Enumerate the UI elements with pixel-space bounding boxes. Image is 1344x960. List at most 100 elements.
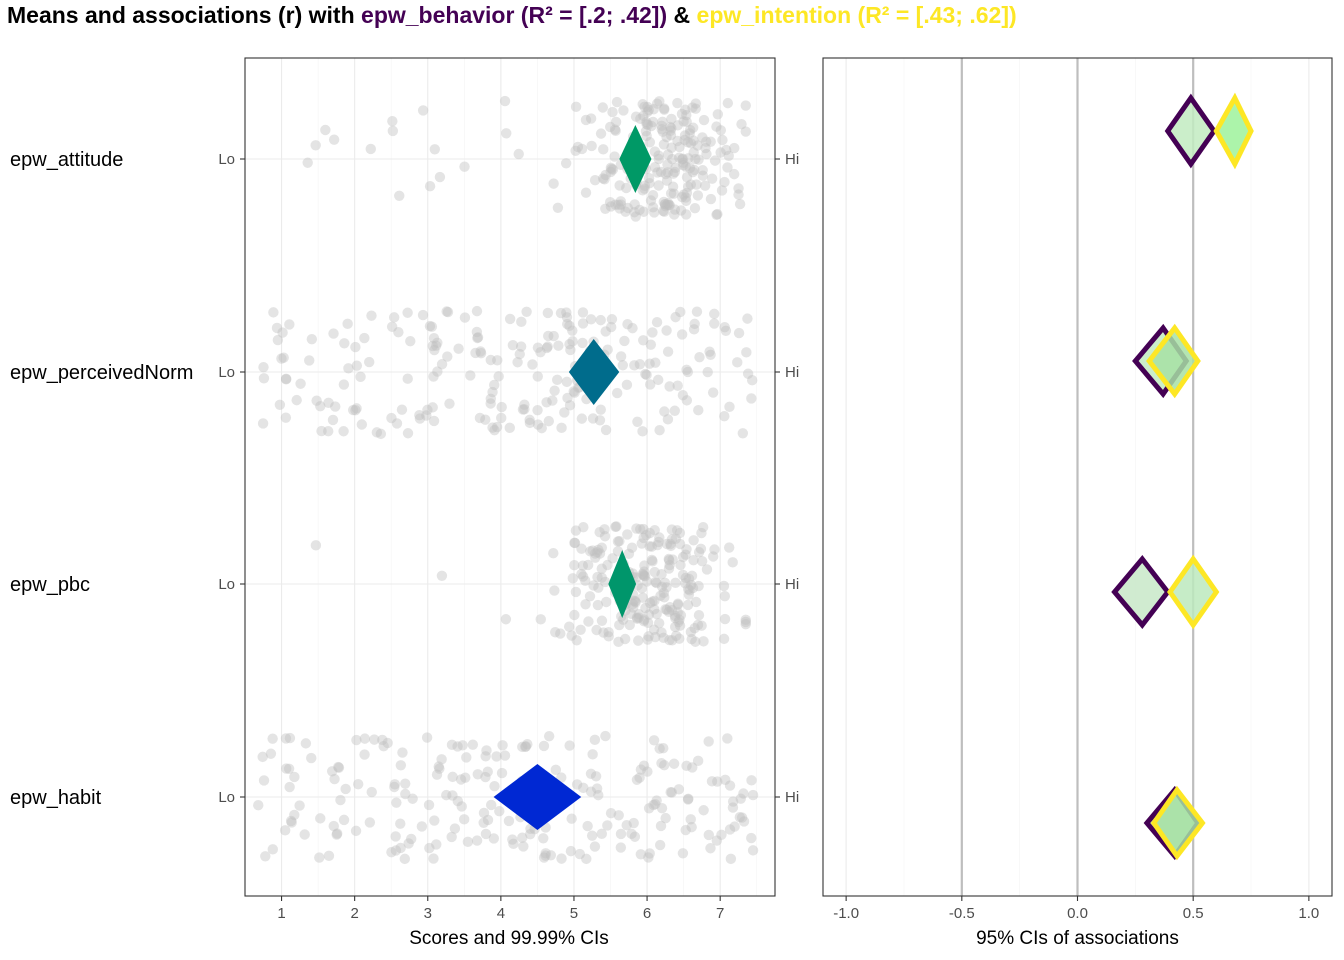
raw-data-point [663, 606, 674, 617]
raw-data-point [667, 181, 679, 192]
raw-data-point [680, 192, 691, 203]
raw-data-point [604, 196, 616, 208]
raw-data-point [350, 825, 362, 837]
raw-data-point [668, 758, 680, 769]
raw-data-point [642, 617, 654, 628]
raw-data-point [735, 793, 746, 804]
lo-anchor-label: Lo [218, 576, 235, 593]
raw-data-point [698, 114, 710, 126]
raw-data-point [664, 559, 675, 571]
raw-data-point [680, 578, 691, 589]
raw-data-point [556, 853, 567, 864]
raw-data-point [642, 101, 653, 113]
raw-data-point [496, 767, 508, 779]
raw-data-point [586, 140, 597, 152]
raw-data-point [681, 172, 693, 183]
raw-data-point [615, 196, 627, 207]
raw-data-point [593, 582, 604, 593]
raw-data-point [390, 845, 402, 856]
raw-data-point [596, 572, 608, 583]
raw-data-point [532, 419, 544, 430]
raw-data-point [635, 849, 647, 860]
raw-data-point [701, 564, 713, 575]
raw-data-point [271, 322, 283, 334]
raw-data-point [667, 554, 678, 565]
raw-data-point [532, 404, 543, 416]
raw-data-point [651, 98, 663, 109]
raw-data-point [475, 347, 487, 359]
raw-data-point [279, 825, 291, 836]
raw-data-point [596, 828, 607, 840]
raw-data-point [639, 101, 650, 113]
raw-data-point [698, 805, 709, 816]
raw-data-point [658, 632, 669, 644]
raw-data-point [719, 176, 730, 188]
raw-data-point [672, 380, 683, 391]
raw-data-point [394, 190, 405, 201]
raw-data-point [686, 570, 698, 582]
raw-data-point [585, 314, 597, 325]
raw-data-point [688, 535, 699, 546]
raw-data-point [640, 368, 651, 380]
raw-data-point [567, 336, 578, 347]
raw-data-point [276, 353, 287, 364]
raw-data-point [596, 615, 608, 626]
raw-data-point [687, 166, 699, 178]
raw-data-point [559, 407, 570, 418]
raw-data-point [705, 193, 717, 205]
raw-data-point [487, 386, 498, 398]
raw-data-point [680, 209, 692, 220]
raw-data-point [683, 583, 694, 595]
raw-data-point [683, 573, 695, 585]
raw-data-point [590, 771, 602, 782]
raw-data-point [547, 395, 558, 406]
raw-data-point [555, 628, 566, 639]
raw-data-point [687, 102, 698, 113]
raw-data-point [508, 838, 519, 850]
raw-data-point [453, 343, 464, 354]
raw-data-point [323, 426, 334, 437]
raw-data-point [648, 104, 659, 115]
raw-data-point [602, 820, 613, 831]
raw-data-point [692, 619, 704, 631]
raw-data-point [542, 341, 553, 352]
raw-data-point [536, 422, 547, 434]
raw-data-point [642, 766, 653, 777]
raw-data-point [257, 751, 268, 763]
raw-data-point [580, 114, 592, 126]
raw-data-point [395, 842, 406, 854]
raw-data-point [670, 533, 681, 544]
raw-data-point [592, 599, 604, 611]
raw-data-point [719, 321, 730, 333]
raw-data-point [587, 749, 598, 760]
raw-data-point [395, 760, 407, 771]
raw-data-point [350, 341, 361, 353]
raw-data-point [599, 524, 610, 535]
raw-data-point [696, 555, 708, 567]
raw-data-point [634, 772, 645, 783]
raw-data-point [629, 207, 640, 218]
raw-data-point [576, 543, 587, 554]
raw-data-point [659, 206, 670, 217]
raw-data-point [565, 344, 576, 356]
raw-data-point [665, 121, 676, 133]
raw-data-point [653, 153, 665, 165]
raw-data-point [615, 199, 627, 210]
raw-data-point [666, 113, 677, 125]
raw-data-point [670, 162, 681, 174]
raw-data-point [644, 358, 655, 369]
raw-data-point [310, 540, 322, 551]
raw-data-point [434, 171, 446, 183]
raw-data-point [432, 366, 443, 377]
raw-data-point [561, 307, 572, 318]
raw-data-point [622, 319, 633, 330]
raw-data-point [656, 120, 667, 132]
raw-data-point [707, 551, 719, 562]
raw-data-point [667, 153, 678, 165]
raw-data-point [673, 152, 685, 163]
raw-data-point [692, 190, 704, 201]
raw-data-point [272, 334, 284, 346]
raw-data-point [691, 306, 703, 317]
raw-data-point [653, 180, 664, 191]
raw-data-point [632, 613, 643, 624]
